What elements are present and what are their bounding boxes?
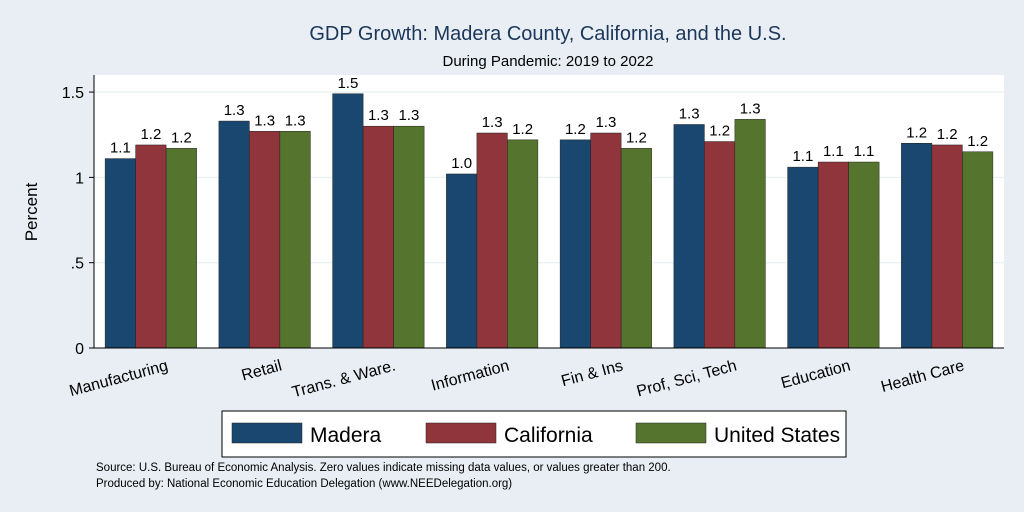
data-label: 1.3 [224,102,245,119]
bar-madera-6 [787,166,819,349]
x-tick-label: Health Care [879,357,966,396]
bar-madera-7 [901,143,933,349]
legend-label: California [504,424,593,447]
x-tick-label: Retail [240,357,284,384]
bar-california-7 [931,144,963,349]
bar-united-states-7 [962,151,994,349]
legend: Madera California United States [221,410,847,458]
bars [104,93,994,349]
legend-items: Madera California United States [231,422,840,447]
data-label: 1.3 [285,112,306,129]
data-label: 1.3 [482,114,503,131]
source-note: Source: U.S. Bureau of Economic Analysis… [96,462,671,474]
data-label: 1.2 [512,121,533,138]
x-tick-label: Education [779,357,852,392]
bar-california-1 [249,131,281,349]
bar-united-states-1 [279,131,311,349]
legend-label: Madera [310,424,382,447]
data-label: 1.3 [398,107,419,124]
data-label: 1.3 [254,112,275,129]
bar-united-states-3 [507,139,539,349]
x-tick-label: Information [429,357,511,394]
data-label: 1.0 [451,155,472,172]
data-label: 1.2 [906,124,927,141]
data-label: 1.2 [709,123,730,140]
x-tick-label: Trans. & Ware. [290,357,397,401]
data-label: 1.2 [171,129,192,146]
y-tick-label: 1 [75,170,84,187]
data-label: 1.1 [823,143,844,160]
bar-united-states-4 [620,148,652,349]
x-tick-label: Fin & Ins [560,357,625,390]
y-tick-label: .5 [71,256,84,273]
legend-label: United States [714,424,840,447]
produced-by-note: Produced by: National Economic Education… [96,478,512,490]
y-tick-label: 1.5 [62,85,84,102]
chart-subtitle: During Pandemic: 2019 to 2022 [443,53,654,70]
bar-madera-0 [104,158,136,349]
data-label: 1.3 [595,114,616,131]
data-label: 1.3 [368,107,389,124]
y-axis-title: Percent [22,182,41,241]
bar-united-states-0 [165,148,197,349]
bar-california-0 [135,144,167,349]
bar-madera-4 [559,139,591,349]
bar-madera-1 [218,120,250,349]
data-label: 1.5 [337,75,358,92]
bar-madera-3 [446,173,478,349]
data-label: 1.2 [626,129,647,146]
bar-california-6 [817,161,849,349]
bar-madera-2 [332,93,364,349]
data-label: 1.1 [110,140,131,157]
data-labels: 1.1 1.2 1.2 1.3 1.3 1.3 1.5 1.3 1.3 1.0 1.3 1.2 1.2 1… [110,75,988,172]
x-tick-label: Manufacturing [68,357,170,400]
data-label: 1.1 [792,148,813,165]
data-label: 1.1 [853,143,874,160]
chart-title: GDP Growth: Madera County, California, a… [309,23,786,45]
legend-swatch-madera [231,422,303,444]
x-tick-label: Prof, Sci, Tech [635,357,739,400]
bar-united-states-5 [734,119,766,349]
legend-swatch-united-states [635,422,707,444]
bar-california-2 [362,125,394,349]
bar-united-states-6 [848,161,880,349]
bar-united-states-2 [393,125,425,349]
legend-swatch-california [425,422,497,444]
legend-box [221,410,847,458]
data-label: 1.2 [140,126,161,143]
data-label: 1.3 [740,100,761,117]
bar-madera-5 [673,124,705,349]
data-label: 1.2 [967,133,988,150]
bar-california-3 [476,132,508,349]
y-tick-label: 0 [75,341,84,358]
data-label: 1.3 [679,105,700,122]
bar-california-4 [590,132,622,349]
data-label: 1.2 [565,121,586,138]
bar-california-5 [704,141,736,349]
data-label: 1.2 [937,126,958,143]
